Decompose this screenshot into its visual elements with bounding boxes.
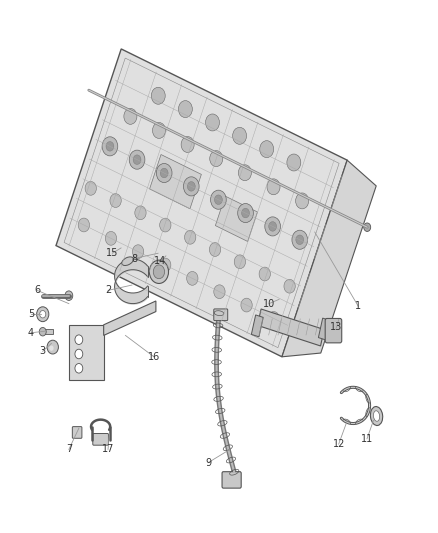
Circle shape	[234, 255, 246, 269]
Polygon shape	[215, 196, 258, 241]
Circle shape	[241, 298, 252, 312]
Text: 13: 13	[330, 322, 343, 333]
Circle shape	[75, 349, 83, 359]
Circle shape	[47, 340, 58, 354]
Circle shape	[238, 204, 253, 223]
Polygon shape	[258, 309, 324, 346]
Circle shape	[269, 222, 276, 231]
Circle shape	[133, 155, 141, 165]
Circle shape	[105, 231, 117, 245]
Text: 3: 3	[40, 346, 46, 357]
Circle shape	[211, 190, 226, 209]
Circle shape	[267, 179, 280, 195]
Circle shape	[184, 177, 199, 196]
Polygon shape	[318, 318, 330, 340]
Circle shape	[364, 223, 371, 231]
Text: 11: 11	[361, 434, 373, 444]
Circle shape	[135, 206, 146, 220]
Circle shape	[40, 311, 46, 318]
Circle shape	[187, 182, 195, 191]
FancyBboxPatch shape	[214, 309, 228, 320]
Polygon shape	[282, 160, 376, 357]
Circle shape	[205, 114, 219, 131]
Ellipse shape	[371, 407, 383, 425]
Circle shape	[242, 208, 250, 218]
Circle shape	[209, 243, 221, 256]
Circle shape	[151, 87, 165, 104]
Circle shape	[160, 218, 171, 232]
Circle shape	[152, 123, 166, 139]
Circle shape	[238, 165, 251, 181]
Circle shape	[49, 345, 53, 351]
Circle shape	[129, 150, 145, 169]
Circle shape	[160, 168, 168, 178]
Text: 12: 12	[332, 439, 345, 449]
Circle shape	[268, 311, 279, 325]
Polygon shape	[43, 329, 53, 334]
Circle shape	[296, 193, 309, 209]
Text: 7: 7	[66, 445, 72, 455]
FancyBboxPatch shape	[72, 426, 82, 438]
Circle shape	[184, 230, 196, 244]
Text: 16: 16	[148, 352, 160, 361]
Circle shape	[265, 217, 280, 236]
Circle shape	[110, 193, 121, 207]
Circle shape	[259, 267, 270, 281]
Text: 14: 14	[154, 256, 166, 266]
Text: 6: 6	[34, 285, 40, 295]
Circle shape	[132, 245, 144, 259]
Text: 1: 1	[355, 301, 361, 311]
Circle shape	[187, 271, 198, 285]
Circle shape	[102, 137, 118, 156]
Circle shape	[159, 258, 171, 272]
Ellipse shape	[374, 411, 380, 421]
Circle shape	[106, 142, 114, 151]
Circle shape	[78, 218, 89, 232]
Text: 5: 5	[28, 309, 34, 319]
Ellipse shape	[122, 257, 134, 265]
Circle shape	[296, 235, 304, 245]
Text: 8: 8	[131, 254, 137, 263]
Text: 9: 9	[205, 458, 211, 467]
Text: 2: 2	[105, 285, 111, 295]
Polygon shape	[69, 325, 104, 381]
Circle shape	[284, 279, 295, 293]
Circle shape	[37, 307, 49, 321]
Circle shape	[156, 164, 172, 183]
Circle shape	[124, 108, 137, 124]
FancyBboxPatch shape	[93, 433, 109, 445]
Circle shape	[287, 154, 301, 171]
Circle shape	[85, 181, 96, 195]
Polygon shape	[104, 301, 156, 335]
Circle shape	[181, 136, 194, 152]
FancyBboxPatch shape	[325, 318, 342, 343]
Circle shape	[149, 260, 169, 284]
Circle shape	[153, 265, 165, 279]
Circle shape	[75, 335, 83, 344]
Circle shape	[75, 364, 83, 373]
Circle shape	[215, 195, 223, 205]
Circle shape	[65, 291, 73, 301]
Circle shape	[214, 285, 225, 298]
Polygon shape	[56, 49, 347, 357]
Text: 17: 17	[102, 445, 114, 455]
Circle shape	[292, 230, 307, 249]
Circle shape	[233, 127, 247, 144]
Text: 15: 15	[106, 248, 119, 259]
Circle shape	[260, 141, 274, 158]
FancyBboxPatch shape	[222, 472, 241, 488]
Polygon shape	[251, 315, 263, 337]
Text: 4: 4	[28, 328, 34, 338]
Circle shape	[39, 327, 46, 336]
Text: 10: 10	[263, 298, 275, 309]
Polygon shape	[150, 155, 201, 209]
Circle shape	[178, 101, 192, 118]
Circle shape	[210, 151, 223, 167]
